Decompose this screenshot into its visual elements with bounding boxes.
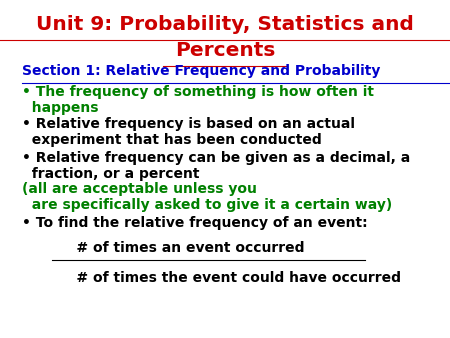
Text: • To find the relative frequency of an event:: • To find the relative frequency of an e…	[22, 216, 368, 230]
Text: Section 1: Relative Frequency and Probability: Section 1: Relative Frequency and Probab…	[22, 64, 380, 77]
Text: (all are acceptable unless you
  are specifically asked to give it a certain way: (all are acceptable unless you are speci…	[22, 182, 392, 212]
Text: • Relative frequency is based on an actual
  experiment that has been conducted: • Relative frequency is based on an actu…	[22, 117, 355, 147]
Text: • The frequency of something is how often it
  happens: • The frequency of something is how ofte…	[22, 85, 374, 116]
Text: Unit 9: Probability, Statistics and: Unit 9: Probability, Statistics and	[36, 15, 414, 34]
Text: # of times an event occurred: # of times an event occurred	[52, 241, 305, 255]
Text: • Relative frequency can be given as a decimal, a
  fraction, or a percent: • Relative frequency can be given as a d…	[22, 151, 410, 182]
Text: # of times the event could have occurred: # of times the event could have occurred	[52, 271, 401, 285]
Text: Percents: Percents	[175, 41, 275, 60]
